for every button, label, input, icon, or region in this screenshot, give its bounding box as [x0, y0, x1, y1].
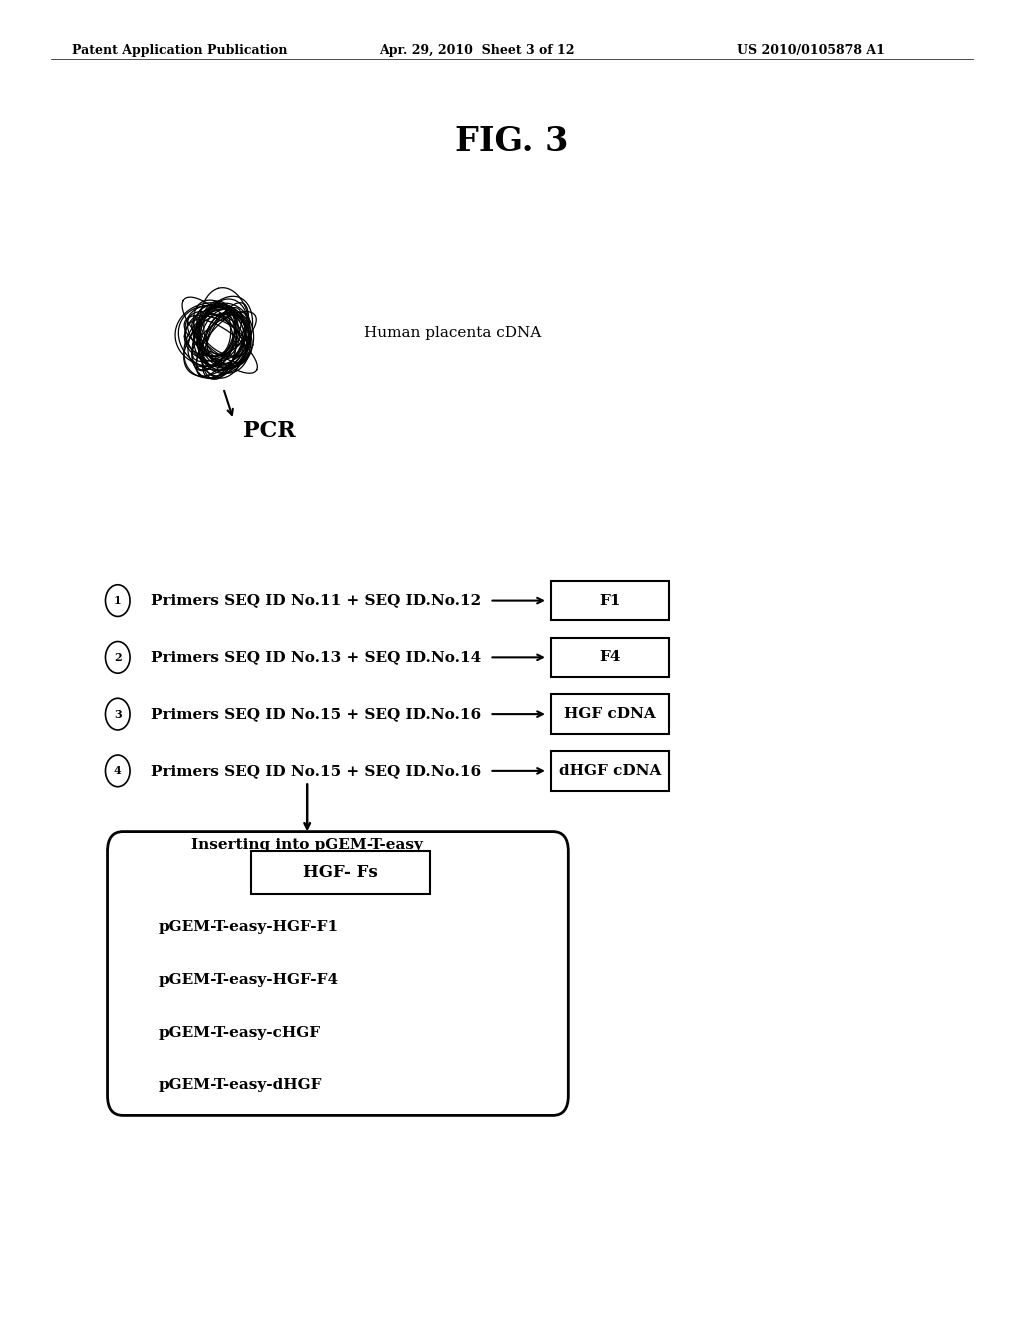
Text: Apr. 29, 2010  Sheet 3 of 12: Apr. 29, 2010 Sheet 3 of 12 [379, 44, 574, 57]
Text: pGEM-T-easy-HGF-F1: pGEM-T-easy-HGF-F1 [159, 920, 339, 935]
Text: pGEM-T-easy-cHGF: pGEM-T-easy-cHGF [159, 1026, 321, 1040]
Text: Primers SEQ ID No.15 + SEQ ID.No.16: Primers SEQ ID No.15 + SEQ ID.No.16 [151, 708, 480, 721]
Text: 2: 2 [114, 652, 122, 663]
Text: PCR: PCR [243, 420, 295, 442]
Text: dHGF cDNA: dHGF cDNA [559, 764, 660, 777]
Text: Human placenta cDNA: Human placenta cDNA [364, 326, 541, 339]
Text: FIG. 3: FIG. 3 [456, 125, 568, 158]
Text: 1: 1 [114, 595, 122, 606]
Text: F1: F1 [599, 594, 621, 607]
Text: F4: F4 [599, 651, 621, 664]
Text: 3: 3 [114, 709, 122, 719]
Text: Primers SEQ ID No.11 + SEQ ID.No.12: Primers SEQ ID No.11 + SEQ ID.No.12 [151, 594, 480, 607]
Text: pGEM-T-easy-HGF-F4: pGEM-T-easy-HGF-F4 [159, 973, 339, 987]
Text: HGF- Fs: HGF- Fs [303, 865, 378, 880]
Text: Inserting into pGEM-T-easy: Inserting into pGEM-T-easy [191, 838, 423, 853]
Text: HGF cDNA: HGF cDNA [564, 708, 655, 721]
Text: 4: 4 [114, 766, 122, 776]
Text: US 2010/0105878 A1: US 2010/0105878 A1 [737, 44, 885, 57]
Text: pGEM-T-easy-dHGF: pGEM-T-easy-dHGF [159, 1078, 323, 1093]
Text: Primers SEQ ID No.15 + SEQ ID.No.16: Primers SEQ ID No.15 + SEQ ID.No.16 [151, 764, 480, 777]
Text: Patent Application Publication: Patent Application Publication [72, 44, 287, 57]
Text: Primers SEQ ID No.13 + SEQ ID.No.14: Primers SEQ ID No.13 + SEQ ID.No.14 [151, 651, 481, 664]
